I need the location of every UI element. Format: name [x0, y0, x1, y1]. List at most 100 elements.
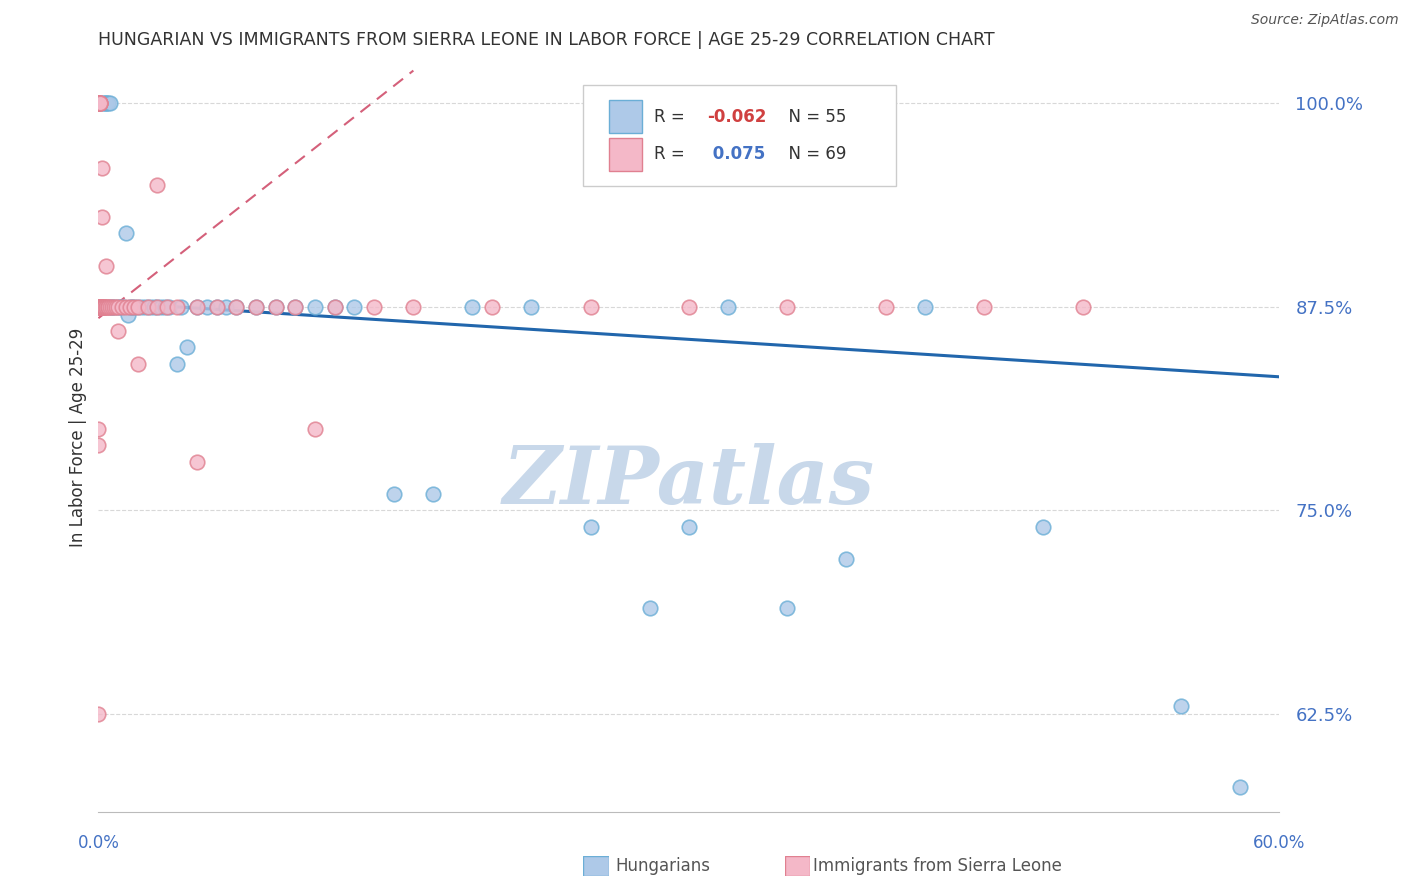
Text: Immigrants from Sierra Leone: Immigrants from Sierra Leone — [813, 857, 1062, 875]
Point — [678, 300, 700, 314]
Point — [103, 300, 125, 314]
Point — [195, 300, 218, 314]
Point — [96, 96, 118, 111]
Point — [93, 300, 115, 314]
Point — [264, 300, 287, 314]
Point — [205, 300, 228, 314]
Point — [103, 300, 125, 314]
Point — [87, 96, 110, 111]
Point — [343, 300, 366, 314]
Text: N = 55: N = 55 — [778, 108, 846, 126]
Point — [121, 300, 143, 314]
Point — [87, 96, 110, 111]
Point — [97, 300, 120, 314]
Point — [205, 300, 228, 314]
Point — [776, 601, 799, 615]
Point — [87, 300, 110, 314]
Point — [98, 300, 121, 314]
Point — [97, 96, 120, 111]
Text: 0.075: 0.075 — [707, 145, 765, 163]
Text: R =: R = — [654, 145, 689, 163]
Point — [89, 96, 111, 111]
Point — [638, 601, 661, 615]
Point — [115, 300, 138, 314]
Point — [107, 300, 129, 314]
Point — [135, 300, 157, 314]
Point — [111, 300, 134, 314]
Point — [97, 300, 120, 314]
Point — [176, 341, 198, 355]
Point — [101, 300, 124, 314]
Point — [138, 300, 160, 314]
Point — [107, 324, 129, 338]
Text: R =: R = — [654, 108, 689, 126]
Point — [284, 300, 307, 314]
Point — [115, 227, 138, 241]
Text: N = 69: N = 69 — [778, 145, 846, 163]
Point — [98, 96, 121, 111]
Point — [89, 300, 111, 314]
Point — [186, 300, 208, 314]
Point — [157, 300, 180, 314]
Point — [264, 300, 287, 314]
Point — [136, 300, 159, 314]
Point — [93, 96, 115, 111]
Point — [461, 300, 484, 314]
Point — [146, 300, 169, 314]
Point — [87, 706, 110, 721]
Point — [96, 259, 118, 273]
Point — [89, 96, 111, 111]
Point — [118, 300, 141, 314]
Text: ZIPatlas: ZIPatlas — [503, 443, 875, 521]
Point — [146, 300, 169, 314]
Point — [87, 96, 110, 111]
Point — [89, 96, 111, 111]
Point — [481, 300, 503, 314]
FancyBboxPatch shape — [609, 100, 641, 133]
Point — [93, 300, 115, 314]
Point — [93, 300, 115, 314]
Point — [91, 210, 114, 224]
Point — [150, 300, 173, 314]
Point — [835, 552, 858, 566]
Text: -0.062: -0.062 — [707, 108, 766, 126]
Text: 0.0%: 0.0% — [77, 834, 120, 852]
FancyBboxPatch shape — [582, 85, 896, 186]
Point — [776, 300, 799, 314]
Point — [422, 487, 444, 501]
Point — [89, 300, 111, 314]
Point — [579, 519, 602, 533]
Text: Hungarians: Hungarians — [616, 857, 711, 875]
Point — [875, 300, 897, 314]
Point — [225, 300, 247, 314]
Point — [678, 519, 700, 533]
Point — [363, 300, 385, 314]
Point — [402, 300, 425, 314]
Point — [87, 300, 110, 314]
Point — [304, 422, 326, 436]
Point — [186, 454, 208, 468]
Point — [1032, 519, 1054, 533]
Point — [122, 300, 145, 314]
Point — [91, 300, 114, 314]
Point — [146, 178, 169, 192]
Point — [89, 96, 111, 111]
Point — [579, 300, 602, 314]
Point — [155, 300, 177, 314]
Point — [87, 96, 110, 111]
Point — [87, 96, 110, 111]
Point — [225, 300, 247, 314]
Point — [382, 487, 405, 501]
Point — [107, 300, 129, 314]
Text: Source: ZipAtlas.com: Source: ZipAtlas.com — [1251, 13, 1399, 28]
Point — [127, 300, 149, 314]
Point — [98, 300, 121, 314]
Point — [973, 300, 995, 314]
Point — [127, 300, 149, 314]
Point — [91, 300, 114, 314]
Point — [118, 300, 141, 314]
Point — [105, 300, 128, 314]
Point — [87, 96, 110, 111]
Point — [166, 300, 188, 314]
Point — [117, 308, 139, 322]
